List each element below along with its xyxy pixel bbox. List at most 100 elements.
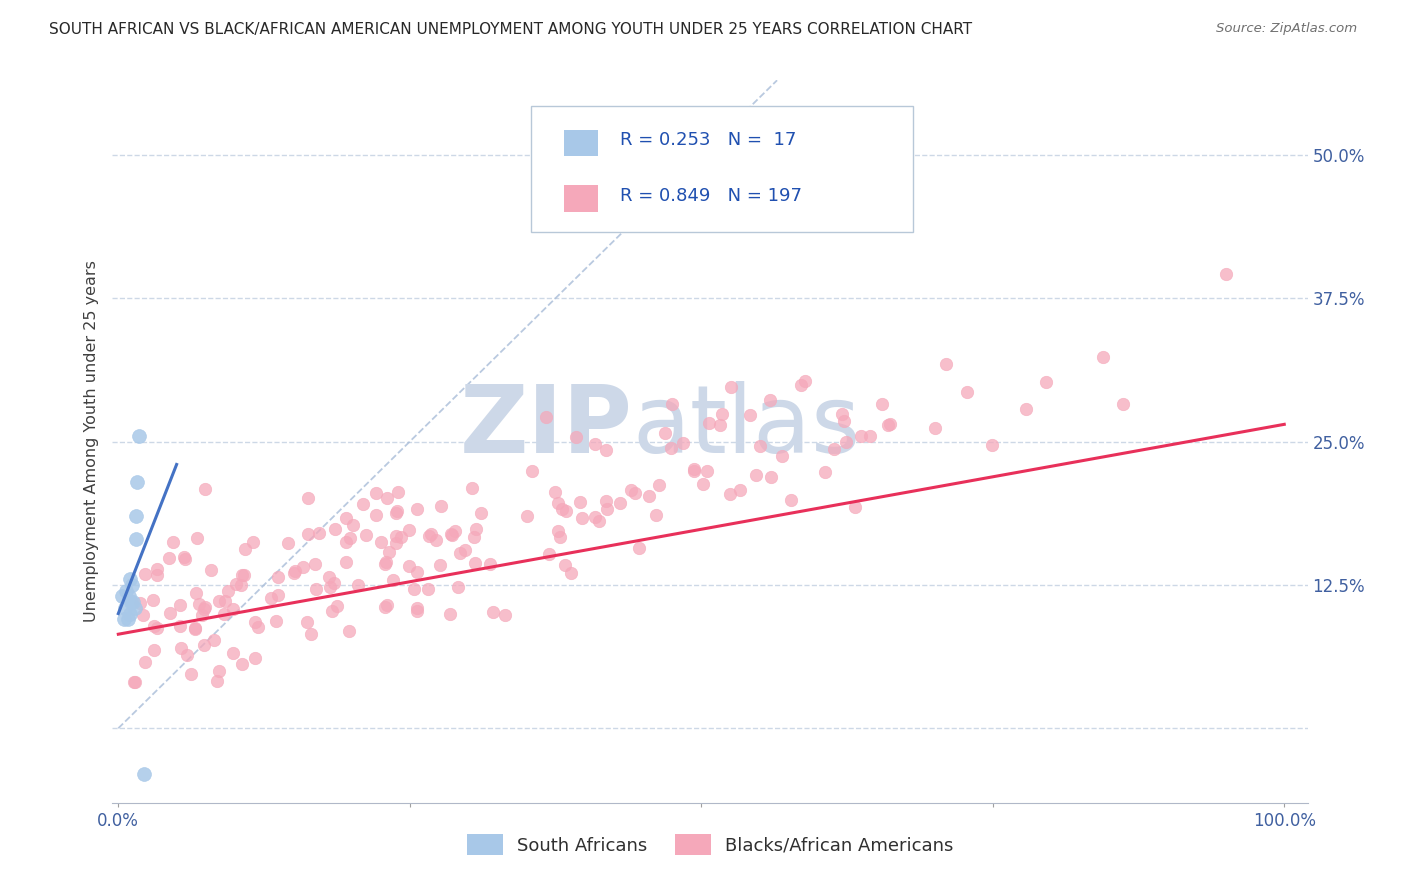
- Point: [188, 598, 211, 612]
- Point: [402, 582, 425, 596]
- Point: [146, 567, 169, 582]
- Point: [447, 580, 470, 594]
- Point: [304, 557, 326, 571]
- Point: [470, 506, 492, 520]
- Point: [832, 414, 855, 428]
- Point: [430, 499, 453, 513]
- Point: [124, 675, 146, 690]
- Point: [335, 534, 357, 549]
- Point: [159, 606, 181, 620]
- Point: [728, 483, 751, 498]
- Point: [277, 536, 299, 550]
- Point: [159, 551, 181, 566]
- Point: [117, 612, 139, 626]
- Text: atlas: atlas: [633, 381, 860, 473]
- Point: [683, 464, 706, 478]
- Point: [208, 664, 231, 678]
- Point: [364, 508, 387, 522]
- Point: [134, 655, 156, 669]
- Point: [823, 442, 845, 456]
- Point: [132, 767, 155, 781]
- Point: [980, 438, 1002, 452]
- Point: [859, 429, 882, 443]
- Point: [697, 417, 720, 431]
- Point: [494, 607, 516, 622]
- Bar: [564, 130, 598, 156]
- Point: [382, 573, 405, 587]
- Point: [142, 593, 165, 607]
- Point: [374, 558, 396, 572]
- Point: [229, 577, 252, 591]
- Point: [696, 464, 718, 478]
- Point: [831, 408, 853, 422]
- Point: [120, 595, 142, 609]
- Point: [761, 470, 783, 484]
- Point: [231, 568, 253, 582]
- Point: [337, 624, 360, 639]
- Point: [267, 588, 290, 602]
- Point: [391, 530, 413, 544]
- Point: [217, 584, 239, 599]
- Point: [924, 421, 946, 435]
- Point: [122, 595, 145, 609]
- Point: [692, 477, 714, 491]
- Point: [595, 493, 617, 508]
- Point: [844, 500, 866, 514]
- Point: [118, 590, 141, 604]
- Point: [243, 615, 266, 629]
- Point: [583, 437, 606, 451]
- Point: [405, 566, 427, 580]
- Point: [596, 502, 619, 516]
- Point: [114, 600, 136, 615]
- Point: [547, 496, 569, 510]
- Point: [375, 598, 398, 612]
- Point: [648, 478, 671, 492]
- Point: [260, 591, 283, 606]
- Point: [1015, 401, 1038, 416]
- Point: [212, 607, 235, 621]
- Point: [297, 491, 319, 505]
- Point: [291, 559, 314, 574]
- Point: [779, 492, 801, 507]
- Point: [134, 566, 156, 581]
- Point: [370, 535, 392, 549]
- Point: [479, 558, 502, 572]
- Point: [537, 547, 560, 561]
- Point: [534, 409, 557, 424]
- Point: [162, 534, 184, 549]
- Point: [184, 621, 207, 635]
- Point: [308, 526, 330, 541]
- Point: [851, 428, 873, 442]
- Point: [146, 621, 169, 635]
- Point: [418, 529, 440, 543]
- Point: [429, 558, 451, 573]
- Point: [420, 527, 443, 541]
- Point: [335, 511, 357, 525]
- Point: [550, 501, 572, 516]
- Point: [794, 374, 817, 388]
- Point: [233, 542, 256, 557]
- Point: [112, 612, 135, 626]
- Y-axis label: Unemployment Among Youth under 25 years: Unemployment Among Youth under 25 years: [83, 260, 98, 623]
- Point: [174, 551, 197, 566]
- Point: [169, 641, 191, 656]
- Point: [384, 536, 406, 550]
- Point: [354, 528, 377, 542]
- Point: [194, 483, 217, 497]
- Point: [193, 638, 215, 652]
- Text: R = 0.253   N =  17: R = 0.253 N = 17: [620, 131, 797, 149]
- Point: [547, 524, 569, 538]
- Point: [366, 486, 388, 500]
- Point: [718, 486, 741, 500]
- Point: [770, 449, 793, 463]
- Point: [283, 566, 305, 580]
- Point: [231, 657, 253, 672]
- Point: [554, 558, 576, 573]
- Point: [416, 582, 439, 597]
- Point: [173, 549, 195, 564]
- Point: [565, 430, 588, 444]
- Point: [464, 556, 486, 570]
- Point: [145, 562, 167, 576]
- Point: [385, 529, 408, 543]
- Point: [744, 468, 766, 483]
